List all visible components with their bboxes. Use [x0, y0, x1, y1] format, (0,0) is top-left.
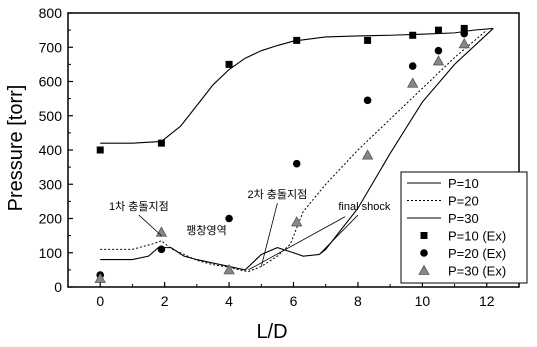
legend-label: P=20 (Ex)	[448, 246, 506, 261]
y-tick-label: 200	[39, 211, 63, 227]
annotation-arrow	[318, 214, 359, 255]
data-point-triangle	[407, 77, 419, 88]
y-tick-label: 300	[39, 176, 63, 192]
y-tick-label: 600	[39, 74, 63, 90]
data-point-square	[293, 36, 301, 44]
data-point-circle	[292, 159, 301, 168]
legend-box	[400, 171, 528, 284]
data-point-circle	[460, 29, 469, 38]
data-point-circle	[225, 214, 233, 223]
annotation-label: final shock	[338, 201, 390, 213]
series-line-1	[100, 27, 494, 144]
data-point-triangle	[361, 149, 374, 160]
legend-label: P=10	[448, 176, 479, 191]
y-tick-label: 500	[39, 108, 63, 124]
data-point-square	[434, 26, 442, 34]
legend-swatch	[418, 264, 430, 275]
data-point-triangle	[458, 38, 470, 49]
y-tick-label: 700	[39, 39, 63, 55]
annotation-label: 2차 충돌지점	[248, 188, 308, 201]
annotation-label: 팽창영역	[186, 224, 226, 237]
data-point-square	[157, 139, 165, 147]
data-point-square	[364, 36, 372, 44]
data-point-triangle	[291, 216, 303, 227]
x-tick-label: 4	[225, 293, 233, 309]
legend-swatch	[420, 232, 428, 239]
series-markers	[94, 24, 470, 283]
data-point-square	[96, 146, 104, 154]
annotation-arrow	[260, 202, 278, 267]
legend: P=10 P=20 P=30 P=10 (Ex) P=20 (Ex) P=30 (Ex)	[400, 171, 528, 284]
y-tick-label: 400	[39, 142, 63, 158]
data-point-circle	[363, 96, 372, 105]
x-tick-label: 12	[479, 293, 495, 309]
data-point-square	[225, 60, 233, 68]
legend-label: P=10 (Ex)	[448, 229, 506, 244]
x-tick-label: 0	[96, 293, 104, 309]
legend-label: P=20	[448, 194, 479, 209]
y-tick-label: 0	[54, 279, 62, 295]
data-point-triangle	[94, 272, 106, 283]
data-point-triangle	[432, 55, 445, 66]
data-point-triangle	[223, 264, 235, 275]
data-point-square	[460, 24, 468, 32]
annotation-arrow	[248, 216, 346, 271]
legend-swatch	[420, 249, 428, 257]
data-point-square	[409, 31, 417, 39]
x-tick-label: 2	[161, 293, 169, 309]
data-point-circle	[157, 245, 166, 254]
x-axis-label: L/D	[256, 321, 287, 343]
legend-label: P=30	[448, 211, 479, 226]
x-tick-label: 8	[354, 293, 362, 309]
annotation-label: 1차 충돌지점	[109, 200, 169, 213]
legend-label: P=30 (Ex)	[448, 264, 506, 279]
data-point-circle	[408, 62, 417, 70]
data-point-triangle	[155, 226, 168, 237]
data-point-circle	[434, 46, 443, 55]
x-tick-label: 6	[290, 293, 298, 309]
series-line-2	[100, 29, 488, 273]
y-tick-label: 800	[39, 5, 63, 21]
y-axis-label: Pressure [torr]	[5, 85, 27, 212]
annotation-arrow	[138, 214, 162, 236]
axes: 0 2 4 6 8 10 12 0 100 200 300 400 500 600 700 800	[39, 5, 520, 309]
x-tick-label: 10	[415, 293, 431, 309]
y-tick-label: 100	[39, 245, 63, 261]
